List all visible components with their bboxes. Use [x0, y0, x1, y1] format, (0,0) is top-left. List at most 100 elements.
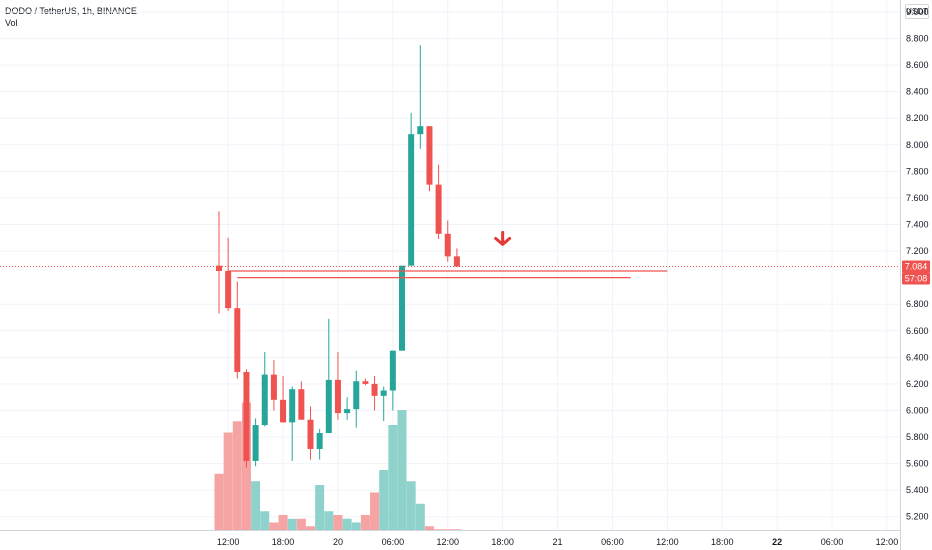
candle-body — [316, 433, 323, 449]
volume-bar — [379, 470, 389, 530]
time-tick-label: 06:00 — [821, 537, 844, 547]
volume-bar — [415, 503, 425, 530]
candle-body — [417, 126, 424, 135]
volume-bar — [315, 485, 325, 530]
volume-bar — [424, 526, 434, 530]
candle-body — [307, 419, 314, 449]
price-tick-label: 9.000 — [906, 7, 929, 17]
candle-body — [234, 308, 241, 372]
candle-body — [371, 383, 378, 396]
time-tick-label: 18:00 — [272, 537, 295, 547]
volume-bar — [342, 518, 352, 530]
volume-bar — [434, 529, 444, 530]
volume-bar — [360, 515, 370, 530]
time-tick-label: 12:00 — [876, 537, 899, 547]
volume-bar — [324, 511, 334, 530]
volume-bar — [214, 473, 224, 530]
volume-bar — [223, 432, 233, 530]
volume-bar — [370, 492, 380, 530]
candle-body — [225, 270, 232, 309]
candle-body — [298, 389, 305, 420]
time-tick-label: 21 — [553, 537, 563, 547]
volume-bar — [333, 515, 343, 530]
time-tick-label: 22 — [772, 537, 782, 547]
price-tick-label: 7.800 — [906, 166, 929, 176]
volume-bar — [260, 511, 270, 530]
time-tick-label: 12:00 — [656, 537, 679, 547]
candle-body — [334, 379, 341, 414]
candlestick-series — [216, 45, 460, 468]
current-price-badge: 7.084 57:08 — [902, 260, 930, 285]
candle-body — [426, 126, 433, 185]
volume-bar — [269, 522, 279, 530]
price-tick-label: 5.200 — [906, 512, 929, 522]
price-tick-label: 5.400 — [906, 485, 929, 495]
price-tick-label: 8.600 — [906, 60, 929, 70]
price-tick-label: 6.400 — [906, 352, 929, 362]
volume-bar — [306, 526, 315, 530]
candle-body — [252, 425, 259, 461]
annotations[interactable] — [494, 230, 512, 246]
price-tick-label: 8.400 — [906, 87, 929, 97]
candle-body — [261, 374, 268, 426]
volume-bar — [388, 425, 398, 530]
candle-body — [353, 381, 360, 410]
grid-lines — [0, 0, 900, 530]
volume-bar — [452, 529, 462, 530]
candle-body — [389, 350, 396, 391]
volume-bar — [443, 529, 453, 530]
price-tick-label: 5.800 — [906, 432, 929, 442]
volume-bar — [406, 481, 416, 530]
time-axis[interactable]: 12:00 18:00 20 06:00 12:00 18:00 21 06:00 12:00 1… — [217, 537, 898, 547]
time-tick-label: 12:00 — [217, 537, 240, 547]
time-tick-label: 18:00 — [711, 537, 734, 547]
candle-body — [380, 390, 387, 396]
price-tick-label: 6.000 — [906, 405, 929, 415]
volume-indicator-label[interactable]: Vol — [5, 18, 18, 28]
current-price-badge-bg — [902, 260, 930, 273]
volume-bar — [296, 518, 306, 530]
candle-body — [408, 134, 415, 266]
candle-body — [444, 233, 451, 257]
price-tick-label: 6.600 — [906, 326, 929, 336]
candle-body — [243, 371, 250, 461]
time-tick-label: 12:00 — [436, 537, 459, 547]
price-tick-label: 6.200 — [906, 379, 929, 389]
chart-legend: DODO / TetherUS, 1h, BINANCE Vol — [5, 5, 137, 29]
price-tick-label: 8.200 — [906, 113, 929, 123]
candle-body — [362, 381, 369, 384]
price-tick-label: 7.600 — [906, 193, 929, 203]
symbol-title[interactable]: DODO / TetherUS, 1h, BINANCE — [5, 6, 137, 16]
volume-bar — [232, 421, 242, 530]
time-tick-label: 18:00 — [491, 537, 514, 547]
candle-body — [270, 374, 277, 400]
price-tick-label: 6.800 — [906, 299, 929, 309]
candle-body — [325, 379, 332, 434]
volume-bar — [351, 522, 361, 530]
countdown-badge-bg — [902, 272, 930, 285]
price-axis[interactable]: 5.200 5.400 5.600 5.800 6.000 6.200 6.400 6.600… — [906, 7, 929, 522]
countdown-value: 57:08 — [905, 273, 928, 283]
candle-body — [399, 265, 405, 351]
candle-body — [280, 399, 287, 423]
volume-bar — [251, 481, 261, 530]
price-tick-label: 5.600 — [906, 459, 929, 469]
price-unit-label[interactable]: USDT — [905, 4, 929, 19]
time-tick-label: 06:00 — [601, 537, 624, 547]
arrow-down-icon — [494, 230, 512, 246]
time-tick-label: 20 — [333, 537, 343, 547]
price-tick-label: 8.800 — [906, 34, 929, 44]
time-tick-label: 06:00 — [382, 537, 405, 547]
horizontal-lines[interactable] — [228, 270, 668, 279]
volume-bar — [287, 518, 297, 530]
candle-body — [453, 256, 460, 267]
volume-bar — [278, 515, 288, 530]
candle-body — [216, 265, 222, 271]
current-price-value: 7.084 — [905, 261, 928, 271]
volume-bar — [397, 410, 407, 530]
price-tick-label: 7.400 — [906, 219, 929, 229]
price-tick-label: 8.000 — [906, 140, 929, 150]
candle-body — [344, 409, 351, 414]
price-tick-label: 7.200 — [906, 246, 929, 256]
